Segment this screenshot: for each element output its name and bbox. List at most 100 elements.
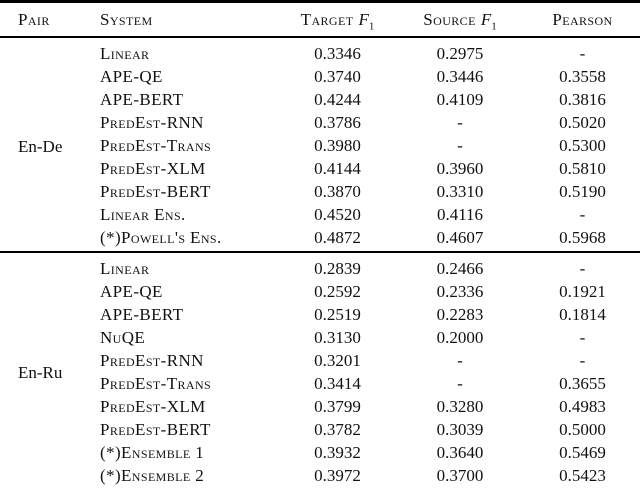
target-f1-cell: 0.2519 (314, 304, 361, 324)
group-en-ru: En-Ru Linear 0.2839 0.2466 - APE-QE 0.25… (0, 252, 640, 488)
target-f1-cell: 0.4244 (314, 89, 361, 109)
pearson-cell: 0.5190 (559, 181, 606, 201)
target-f1-cell: 0.3414 (314, 373, 361, 393)
pearson-cell: 0.5810 (559, 158, 606, 178)
pair-label-en-ru: En-Ru (18, 363, 63, 382)
target-f1-cell: 0.4144 (314, 158, 361, 178)
source-f1-cell: 0.4109 (436, 89, 484, 109)
header-source-f1: Source F1 (395, 2, 525, 38)
header-pair: Pair (18, 9, 50, 29)
system-cell: Linear (100, 43, 150, 63)
system-cell: PredEst-BERT (100, 181, 211, 201)
source-f1-cell: 0.2000 (436, 327, 484, 347)
pearson-cell: - (579, 327, 586, 347)
table-row: APE-BERT 0.2519 0.2283 0.1814 (0, 303, 640, 326)
pearson-cell: 0.5469 (559, 442, 606, 462)
f1-symbol: F1 (480, 9, 497, 32)
pearson-cell: 0.3558 (559, 66, 606, 86)
header-row: Pair System Target F1 Source F1 Pearson (0, 2, 640, 38)
source-f1-cell: - (457, 350, 463, 370)
system-cell: PredEst-XLM (100, 158, 206, 178)
pearson-cell: - (579, 258, 586, 278)
source-f1-cell: 0.3310 (436, 181, 484, 201)
system-cell: (*)Ensemble 1 (100, 442, 205, 462)
target-f1-cell: 0.3130 (314, 327, 361, 347)
pearson-cell: - (579, 43, 586, 63)
target-f1-cell: 0.3740 (314, 66, 361, 86)
source-f1-cell: 0.2336 (436, 281, 484, 301)
target-f1-cell: 0.3932 (314, 442, 361, 462)
table-row: PredEst-BERT 0.3782 0.3039 0.5000 (0, 418, 640, 441)
source-f1-cell: 0.3280 (436, 396, 484, 416)
table-row: PredEst-Trans 0.3414 - 0.3655 (0, 372, 640, 395)
source-f1-cell: 0.3700 (436, 465, 484, 485)
system-cell: PredEst-Trans (100, 373, 212, 393)
pearson-cell: 0.5000 (559, 419, 606, 439)
f1-symbol: F1 (358, 9, 375, 32)
system-cell: APE-QE (100, 66, 163, 86)
target-f1-cell: 0.3201 (314, 350, 361, 370)
table-row: PredEst-XLM 0.4144 0.3960 0.5810 (0, 157, 640, 180)
system-cell: NuQE (100, 327, 146, 347)
target-f1-cell: 0.3786 (314, 112, 361, 132)
source-f1-cell: 0.2466 (436, 258, 484, 278)
pearson-cell: 0.5020 (559, 112, 606, 132)
table-row: En-De Linear 0.3346 0.2975 - (0, 37, 640, 156)
table-row: (*)Powell's Ens. 0.4872 0.4607 0.5968 (0, 226, 640, 252)
pearson-cell: - (579, 204, 586, 224)
table-row: APE-BERT 0.4244 0.4109 0.3816 (0, 88, 640, 111)
header-pearson: Pearson (552, 9, 613, 29)
source-f1-cell: 0.4116 (436, 204, 484, 224)
source-f1-cell: 0.2975 (436, 43, 484, 63)
table-row: (*)Ensemble 1 0.3932 0.3640 0.5469 (0, 441, 640, 464)
source-f1-cell: - (457, 112, 463, 132)
source-f1-cell: 0.3960 (436, 158, 484, 178)
system-cell: Linear (100, 258, 150, 278)
table-row: (*)Ensemble 2 0.3972 0.3700 0.5423 (0, 464, 640, 488)
system-cell: APE-BERT (100, 89, 184, 109)
table-row: NuQE 0.3130 0.2000 - (0, 326, 640, 349)
target-f1-cell: 0.3980 (314, 135, 361, 155)
source-f1-cell: 0.4607 (436, 227, 484, 247)
system-cell: (*)Ensemble 2 (100, 465, 205, 485)
table-row: PredEst-RNN 0.3201 - - (0, 349, 640, 372)
pearson-cell: 0.4983 (559, 396, 606, 416)
table-row: APE-QE 0.3740 0.3446 0.3558 (0, 65, 640, 88)
source-f1-cell: 0.2283 (436, 304, 484, 324)
pearson-cell: 0.5300 (559, 135, 606, 155)
pearson-cell: 0.5423 (559, 465, 606, 485)
system-cell: APE-BERT (100, 304, 184, 324)
table-row: PredEst-XLM 0.3799 0.3280 0.4983 (0, 395, 640, 418)
source-f1-cell: 0.3640 (436, 442, 484, 462)
target-f1-cell: 0.2592 (314, 281, 361, 301)
group-en-de: En-De Linear 0.3346 0.2975 - APE-QE 0.37… (0, 37, 640, 252)
header-target-f1: Target F1 (280, 2, 395, 38)
pearson-cell: 0.1814 (559, 304, 606, 324)
header-target-label: Target (300, 9, 354, 29)
system-cell: (*)Powell's Ens. (100, 227, 222, 247)
table-row: PredEst-BERT 0.3870 0.3310 0.5190 (0, 180, 640, 203)
source-f1-cell: - (457, 135, 463, 155)
table-header: Pair System Target F1 Source F1 Pearson (0, 2, 640, 38)
target-f1-cell: 0.2839 (314, 258, 361, 278)
target-f1-cell: 0.3799 (314, 396, 361, 416)
target-f1-cell: 0.3346 (314, 43, 361, 63)
system-cell: PredEst-RNN (100, 112, 204, 132)
table-row: PredEst-Trans 0.3980 - 0.5300 (0, 134, 640, 157)
table-row: PredEst-RNN 0.3786 - 0.5020 (0, 111, 640, 134)
target-f1-cell: 0.3782 (314, 419, 361, 439)
pearson-cell: 0.1921 (559, 281, 606, 301)
pearson-cell: 0.5968 (559, 227, 606, 247)
system-cell: PredEst-XLM (100, 396, 206, 416)
system-cell: Linear Ens. (100, 204, 186, 224)
header-source-label: Source (423, 9, 476, 29)
target-f1-cell: 0.4872 (314, 227, 361, 247)
header-system: System (100, 9, 153, 29)
table-row: Linear Ens. 0.4520 0.4116 - (0, 203, 640, 226)
pearson-cell: 0.3816 (559, 89, 606, 109)
system-cell: PredEst-BERT (100, 419, 211, 439)
system-cell: PredEst-RNN (100, 350, 204, 370)
table-row: En-Ru Linear 0.2839 0.2466 - (0, 252, 640, 383)
